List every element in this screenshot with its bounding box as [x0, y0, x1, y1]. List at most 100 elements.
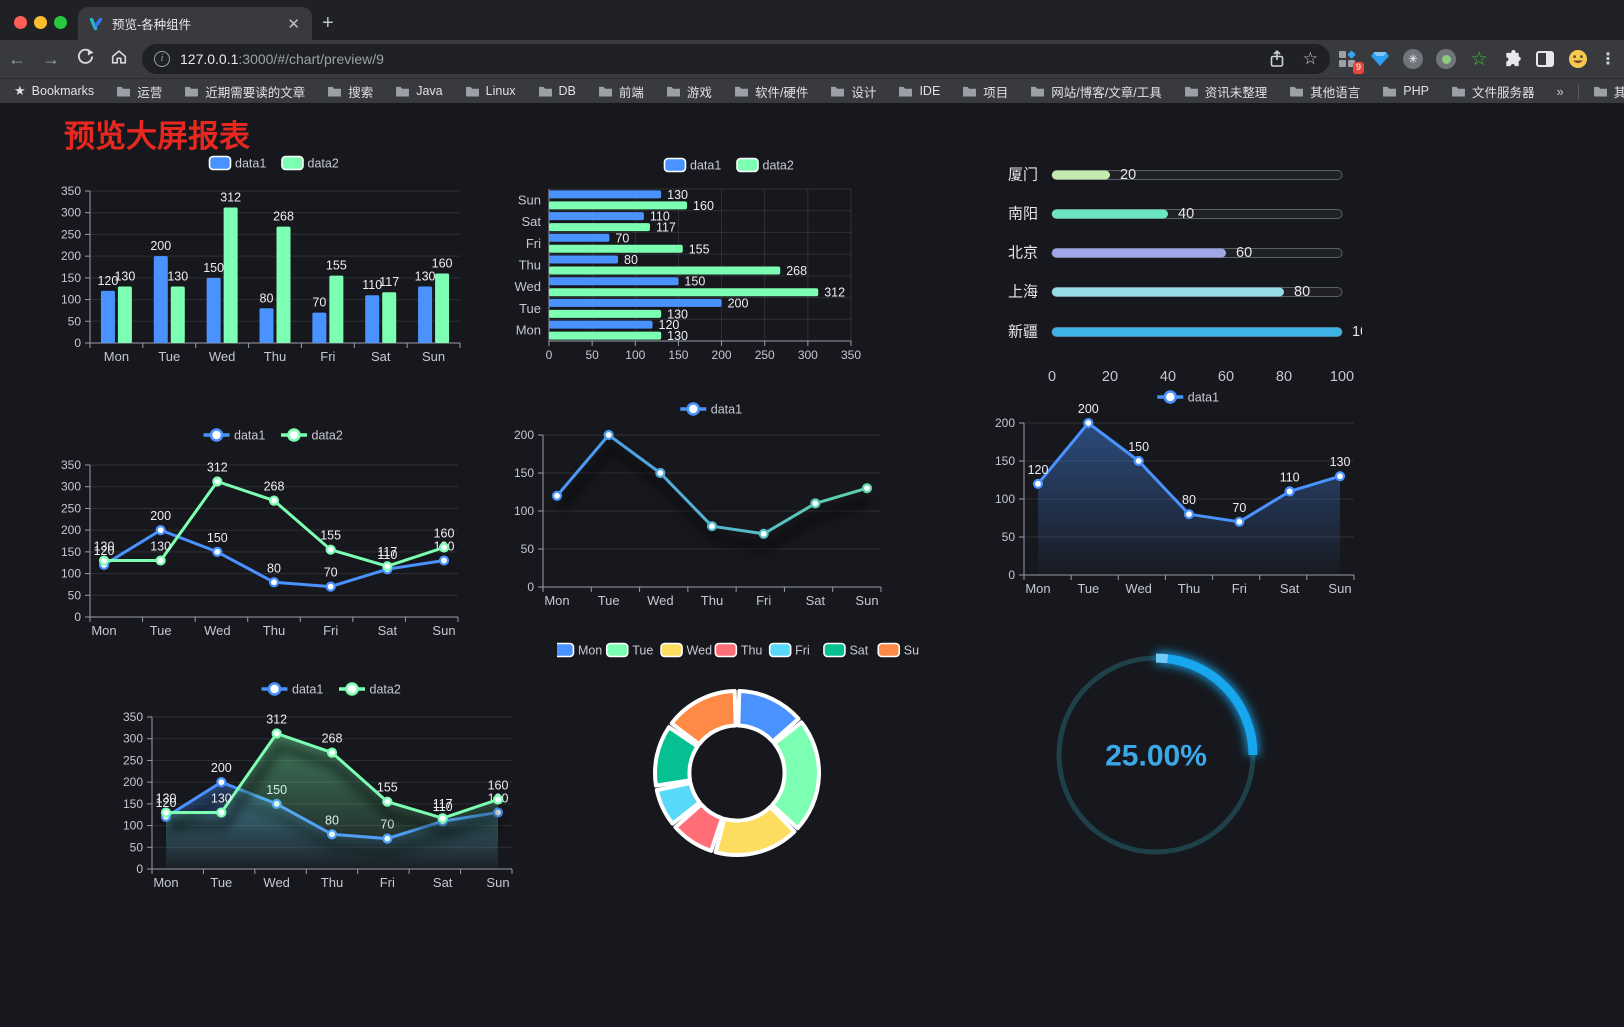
- bookmarks-overflow-icon[interactable]: »: [1556, 83, 1564, 99]
- gauge-chart[interactable]: 25.00%: [1036, 635, 1276, 875]
- puzzle-extension-icon[interactable]: [1501, 48, 1523, 70]
- svg-text:350: 350: [841, 348, 861, 362]
- other-bookmarks[interactable]: 其他书签: [1593, 82, 1624, 101]
- pie-slice-Wed[interactable]: [713, 804, 797, 857]
- forward-icon[interactable]: →: [42, 48, 60, 69]
- bookmark-folder[interactable]: Java: [395, 84, 443, 98]
- svg-text:50: 50: [68, 314, 82, 328]
- page-title: 预览大屏报表: [64, 119, 250, 154]
- info-icon[interactable]: i: [154, 51, 170, 67]
- menu-kebab-icon[interactable]: ⋮: [1600, 51, 1616, 68]
- back-icon[interactable]: ←: [8, 48, 26, 69]
- series-data1: 120 200 150 80 70 110 130: [549, 188, 748, 332]
- legend[interactable]: data1 data2: [208, 155, 339, 171]
- pie-slice-Sat[interactable]: [653, 725, 700, 788]
- bookmark-folder[interactable]: 资讯未整理: [1184, 82, 1267, 101]
- svg-text:data1: data1: [235, 157, 266, 171]
- url-bar[interactable]: i 127.0.0.1 :3000/#/chart/preview/9 ☆: [142, 44, 1330, 74]
- bookmark-star-icon[interactable]: ☆: [1302, 49, 1318, 68]
- svg-text:Sun: Sun: [1328, 581, 1351, 596]
- tab-close-icon[interactable]: ✕: [287, 15, 300, 33]
- pie-slice-Thu[interactable]: [673, 802, 725, 853]
- svg-text:130: 130: [114, 270, 135, 284]
- svg-text:70: 70: [312, 296, 326, 310]
- reload-icon[interactable]: [68, 48, 102, 70]
- new-tab-button[interactable]: +: [322, 12, 334, 34]
- legend[interactable]: data1 data2: [663, 157, 794, 173]
- progress-row[interactable]: 北京 60: [1008, 245, 1343, 262]
- extension-badge: 9: [1352, 62, 1364, 74]
- horizontal-bar-chart[interactable]: 0 50 100 150 200 250 300 350 Mon Tue Wed Thu Fri Sat S…: [503, 153, 895, 381]
- svg-text:20: 20: [1120, 167, 1136, 183]
- progress-bar-chart[interactable]: 厦门 20 南阳 40 北京 60 上海 80 新疆 100 0 20 40 60 80 100: [990, 153, 1376, 405]
- progress-row[interactable]: 厦门 20: [1008, 167, 1343, 184]
- line-chart-two-series[interactable]: 0 50 100 150 200 250 300 350 Mon Tue Wed Thu Fri Sat S…: [40, 419, 470, 651]
- svg-text:130: 130: [167, 270, 188, 284]
- folder-icon: [963, 86, 977, 97]
- bookmark-folder[interactable]: DB: [538, 84, 576, 98]
- pie-slice-Sun[interactable]: [669, 689, 738, 747]
- pie-slice-Mon[interactable]: [736, 689, 801, 744]
- gradient-line-chart[interactable]: 0 50 100 150 200 Mon Tue Wed Thu Fri Sat Sun data1: [487, 395, 893, 623]
- svg-text:100: 100: [61, 567, 81, 581]
- svg-text:Mon: Mon: [544, 593, 569, 608]
- bookmarks-root[interactable]: ★ Bookmarks: [14, 83, 94, 99]
- bookmark-folder[interactable]: 近期需要读的文章: [184, 82, 305, 101]
- bookmark-folder[interactable]: 前端: [598, 82, 644, 101]
- svg-text:Thu: Thu: [741, 644, 763, 658]
- gem-extension-icon[interactable]: [1369, 48, 1391, 70]
- progress-row[interactable]: 上海 80: [1008, 284, 1343, 301]
- bookmark-folder[interactable]: Linux: [465, 84, 516, 98]
- bookmark-folder[interactable]: 项目: [962, 82, 1008, 101]
- svg-text:Mon: Mon: [153, 875, 178, 890]
- svg-text:Mon: Mon: [104, 349, 129, 364]
- record-extension-icon[interactable]: [1435, 48, 1457, 70]
- bookmark-folder[interactable]: IDE: [898, 84, 940, 98]
- pie-slice-Fri[interactable]: [654, 780, 702, 826]
- bookmark-folder[interactable]: 运营: [116, 82, 162, 101]
- emoji-extension-icon[interactable]: [1567, 48, 1589, 70]
- share-icon[interactable]: [1269, 50, 1285, 68]
- svg-text:Thu: Thu: [519, 258, 541, 273]
- area-line-chart[interactable]: 0 50 100 150 200 Mon Tue Wed Thu Fri Sat Sun 120 200 1…: [972, 385, 1364, 609]
- svg-text:120: 120: [97, 274, 118, 288]
- window-close-button[interactable]: [14, 16, 27, 29]
- window-minimize-button[interactable]: [34, 16, 47, 29]
- grid-extension-icon[interactable]: 9: [1336, 48, 1364, 74]
- svg-text:80: 80: [624, 253, 638, 267]
- svg-text:80: 80: [1182, 493, 1196, 507]
- asterisk-extension-icon[interactable]: ✳: [1402, 48, 1424, 70]
- svg-text:Fri: Fri: [323, 623, 338, 638]
- svg-text:80: 80: [1276, 369, 1292, 385]
- progress-row[interactable]: 南阳 40: [1008, 206, 1343, 223]
- bookmark-folder[interactable]: 网站/博客/文章/工具: [1030, 82, 1162, 101]
- bookmark-folder[interactable]: 软件/硬件: [734, 82, 808, 101]
- donut-chart[interactable]: Mon Tue Wed Thu Fri Sat Sun: [551, 637, 926, 939]
- svg-text:120: 120: [156, 796, 177, 810]
- legend[interactable]: data1: [680, 402, 742, 417]
- pie-slice-Tue[interactable]: [770, 720, 821, 831]
- bookmark-folder[interactable]: 设计: [830, 82, 876, 101]
- window-zoom-button[interactable]: [54, 16, 67, 29]
- legend[interactable]: data1 data2: [261, 682, 401, 697]
- svg-text:20: 20: [1102, 369, 1118, 385]
- bookmark-folder[interactable]: PHP: [1382, 84, 1429, 98]
- legend[interactable]: Mon Tue Wed Thu Fri Sat Sun: [551, 642, 926, 658]
- svg-text:50: 50: [130, 840, 144, 854]
- folder-icon: [1184, 86, 1198, 97]
- svg-text:70: 70: [1232, 501, 1246, 515]
- home-icon[interactable]: [102, 48, 136, 71]
- browser-tab[interactable]: 预览-各种组件 ✕: [78, 7, 312, 40]
- bookmark-folder[interactable]: 游戏: [666, 82, 712, 101]
- legend[interactable]: data1 data2: [203, 428, 343, 443]
- progress-row[interactable]: 新疆 100: [1008, 324, 1376, 341]
- bookmark-folder[interactable]: 文件服务器: [1451, 82, 1534, 101]
- sidebar-extension-icon[interactable]: [1534, 48, 1556, 70]
- star-extension-icon[interactable]: ☆: [1470, 48, 1488, 70]
- bookmark-folder[interactable]: 搜索: [327, 82, 373, 101]
- bar-chart[interactable]: 0 50 100 150 200 250 300 350 Mon Tue Wed Thu Fri Sat S…: [40, 145, 470, 377]
- legend[interactable]: data1: [1157, 390, 1219, 405]
- area-line-chart-two-series[interactable]: 0 50 100 150 200 250 300 350 Mon Tue Wed Thu Fri Sat S…: [100, 669, 524, 903]
- svg-text:150: 150: [207, 531, 228, 545]
- bookmark-folder[interactable]: 其他语言: [1289, 82, 1360, 101]
